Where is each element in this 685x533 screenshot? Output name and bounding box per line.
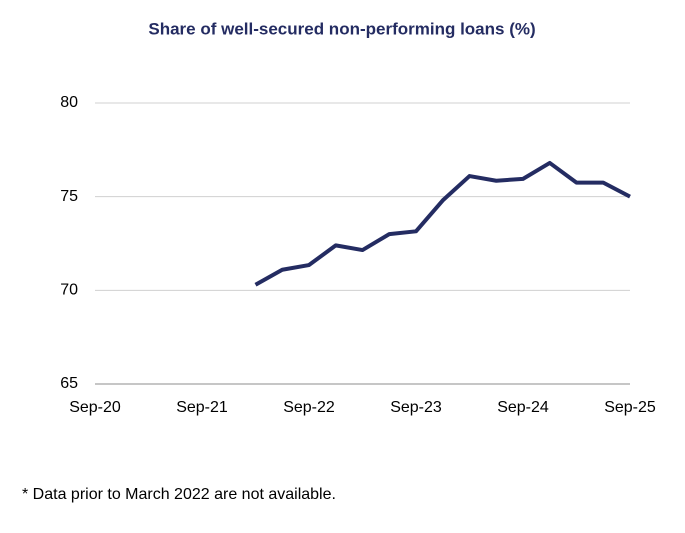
chart-title: Share of well-secured non-performing loa…	[148, 19, 535, 38]
x-tick-label: Sep-23	[390, 399, 442, 416]
x-tick-label: Sep-22	[283, 399, 335, 416]
y-tick-label: 65	[60, 375, 78, 392]
x-tick-label: Sep-20	[69, 399, 121, 416]
line-series	[254, 160, 631, 287]
footnote: * Data prior to March 2022 are not avail…	[22, 486, 336, 503]
x-tick-label: Sep-21	[176, 399, 228, 416]
y-tick-label: 75	[60, 188, 78, 205]
y-tick-label: 70	[60, 282, 78, 299]
x-tick-label: Sep-24	[497, 399, 549, 416]
y-tick-label: 80	[60, 94, 78, 111]
x-tick-label: Sep-25	[604, 399, 656, 416]
